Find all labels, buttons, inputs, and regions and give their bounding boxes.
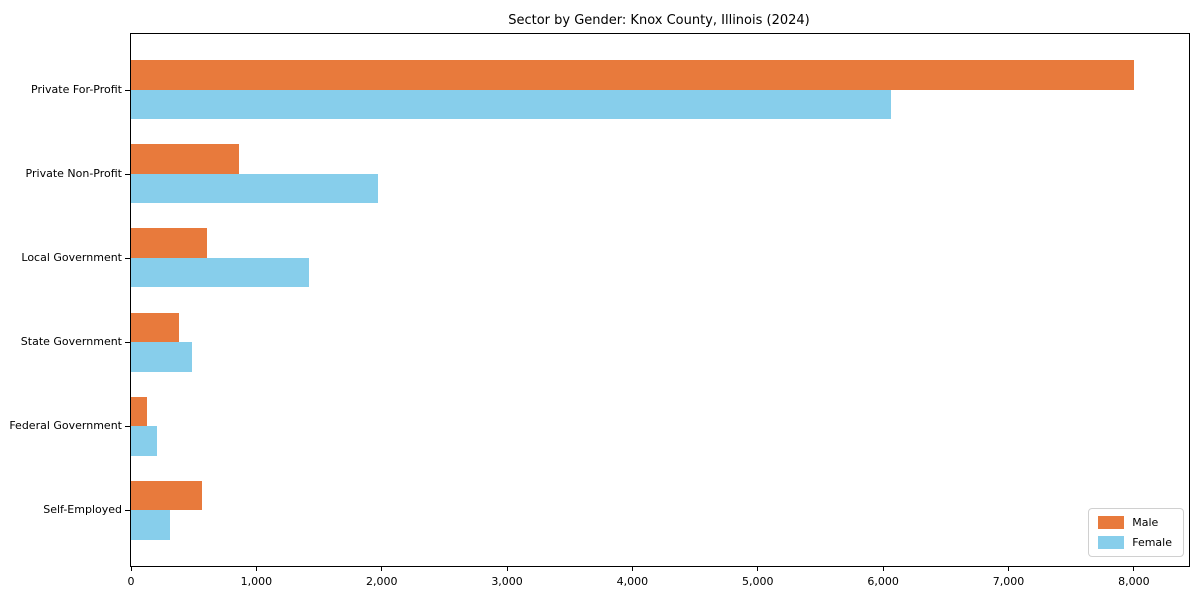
legend-label: Male [1132,516,1159,529]
x-axis-label: 2,000 [365,575,398,588]
y-axis-label: Self-Employed [43,503,122,517]
male-legend-swatch [1098,516,1125,529]
y-tick-mark [125,342,130,344]
y-tick-mark [125,257,130,259]
x-axis-label: 3,000 [491,575,523,588]
legend-entry-male: Male [1098,516,1172,529]
bar-female-private-non-profit [131,173,378,204]
bar-male-local-government [131,228,208,258]
x-axis-label: 5,000 [742,575,774,588]
x-tick-mark [1007,566,1009,571]
y-axis-label: Local Government [21,250,122,264]
y-axis-label: State Government [20,335,122,349]
bar-male-self-employed [131,480,203,511]
female-legend-swatch [1098,536,1125,549]
x-axis-label: 0 [127,575,135,588]
y-tick-mark [125,89,130,91]
y-axis-label: Federal Government [9,419,122,433]
bar-female-state-government [131,342,193,372]
x-axis-label: 7,000 [992,575,1025,588]
legend: Male Female [1088,508,1184,557]
bar-male-state-government [131,312,179,343]
x-axis-label: 1,000 [240,575,273,588]
y-axis-label: Private For-Profit [31,82,122,96]
y-tick-mark [125,510,130,512]
bar-male-private-for-profit [131,60,1134,90]
y-tick-mark [125,173,130,175]
x-tick-mark [1133,566,1135,571]
y-axis-label: Private Non-Profit [25,166,122,180]
x-axis-label: 8,000 [1118,575,1150,588]
bar-female-private-for-profit [131,89,891,119]
x-tick-mark [255,566,257,571]
bar-male-private-non-profit [131,144,239,174]
bar-female-self-employed [131,510,170,540]
chart-title: Sector by Gender: Knox County, Illinois … [508,13,810,28]
x-tick-mark [882,566,884,571]
x-axis-label: 4,000 [616,575,649,588]
legend-entry-female: Female [1098,536,1172,549]
x-tick-mark [757,566,759,571]
x-axis-label: 6,000 [867,575,899,588]
bar-female-federal-government [131,426,158,456]
y-tick-mark [125,426,130,428]
x-tick-mark [130,566,132,571]
bar-male-federal-government [131,396,148,427]
x-tick-mark [631,566,633,571]
legend-label: Female [1132,536,1172,549]
bar-female-local-government [131,257,309,288]
x-tick-mark [506,566,508,571]
plot-area: Private For-Profit Private Non-Profit Loca… [9,33,1190,588]
x-tick-mark [381,566,383,571]
